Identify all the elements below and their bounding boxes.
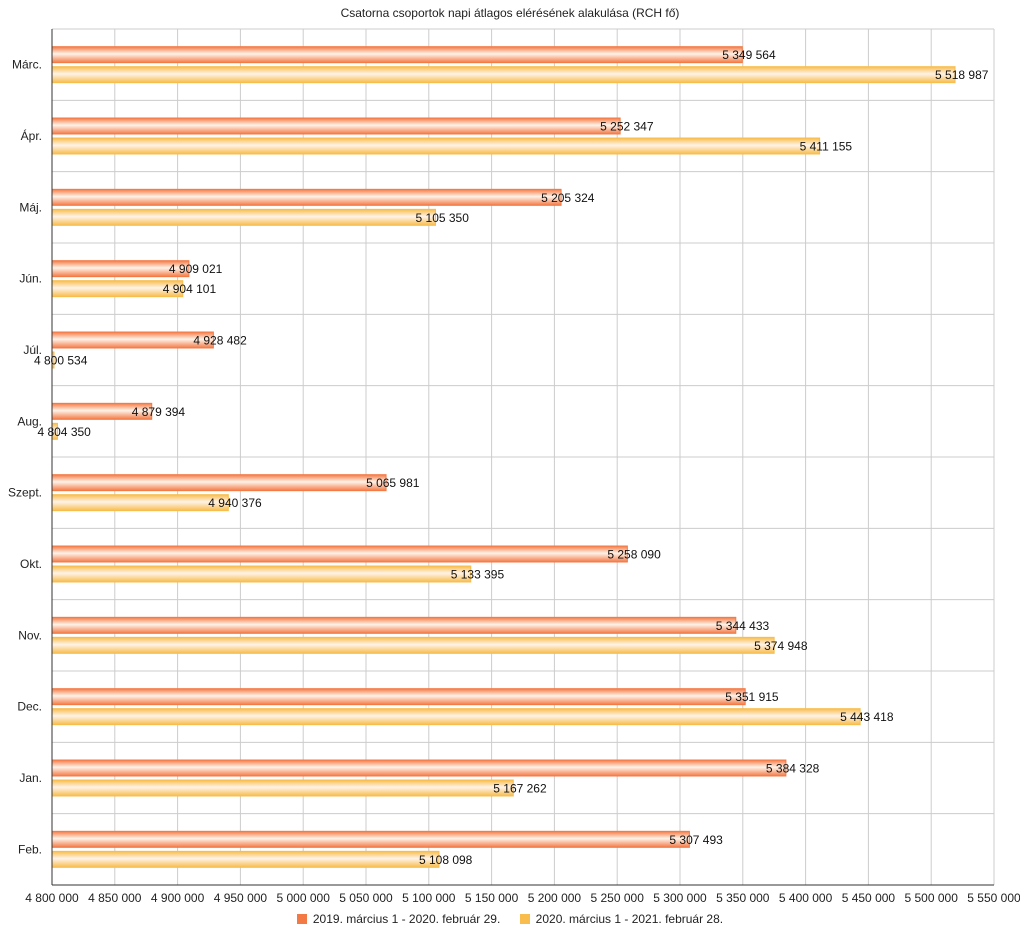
data-label-series-2: 5 374 948 [754,639,808,653]
x-tick-label: 5 450 000 [842,891,896,905]
data-label-series-1: 5 349 564 [722,48,776,62]
category-label: Ápr. [21,128,42,143]
bar-series-1[interactable] [51,331,214,349]
data-label-series-2: 5 518 987 [935,68,989,82]
data-label-series-2: 5 443 418 [840,710,894,724]
grid-lines [51,28,995,886]
category-label: Szept. [8,486,42,500]
data-label-series-1: 5 307 493 [669,833,723,847]
x-tick-label: 5 100 000 [402,891,456,905]
data-label-series-2: 4 804 350 [37,425,91,439]
legend-swatch-series-1 [296,914,307,924]
bar-series-1[interactable] [51,46,743,64]
data-labels: 5 349 564 5 518 987 5 252 347 5 411 155 5 20… [34,48,989,867]
category-label: Aug. [17,414,42,428]
bar-series-2[interactable] [51,208,437,226]
category-label: Júl. [23,343,42,357]
x-tick-label: 5 050 000 [339,891,393,905]
category-label: Máj. [19,200,42,214]
data-label-series-1: 5 351 915 [725,690,779,704]
category-label: Dec. [17,700,42,714]
x-tick-label: 5 200 000 [528,891,582,905]
bar-series-2[interactable] [51,565,472,583]
bar-series-2[interactable] [51,636,775,654]
axes: 4 800 000 4 850 000 4 900 000 4 950 000 5 00… [8,29,1020,905]
x-tick-label: 5 300 000 [653,891,707,905]
data-label-series-1: 5 344 433 [716,619,770,633]
category-label: Jún. [19,272,42,286]
category-label: Okt. [20,557,42,571]
data-label-series-1: 5 205 324 [541,191,595,205]
data-label-series-1: 4 928 482 [193,334,247,348]
bar-series-1[interactable] [51,474,387,492]
legend-label-series-2: 2020. március 1 - 2021. február 28. [535,912,724,926]
data-label-series-2: 5 108 098 [419,853,473,867]
x-tick-label: 5 350 000 [716,891,770,905]
data-label-series-2: 5 105 350 [416,211,470,225]
x-tick-label: 4 900 000 [151,891,205,905]
bar-series-1[interactable] [51,688,746,706]
bar-series-2[interactable] [51,66,956,84]
data-label-series-1: 5 258 090 [607,548,661,562]
x-tick-label: 5 000 000 [277,891,331,905]
data-label-series-1: 4 879 394 [132,405,186,419]
data-label-series-1: 5 252 347 [600,120,654,134]
x-tick-label: 5 550 000 [967,891,1020,905]
bar-series-2[interactable] [51,494,229,512]
category-label: Márc. [12,58,42,72]
legend: 2019. március 1 - 2020. február 29. 2020… [0,912,1020,927]
bar-series-2[interactable] [51,708,861,726]
bar-series-2[interactable] [51,137,821,155]
chart-title: Csatorna csoportok napi átlagos elérésén… [340,6,680,20]
bar-series-1[interactable] [51,759,787,777]
x-tick-label: 5 250 000 [591,891,645,905]
legend-item-series-2[interactable]: 2020. március 1 - 2021. február 28. [519,912,724,926]
bar-chart: 4 800 000 4 850 000 4 900 000 4 950 000 5 00… [8,28,1020,905]
x-tick-label: 5 400 000 [779,891,833,905]
data-label-series-2: 5 411 155 [800,140,853,154]
bar-series-1[interactable] [51,545,628,563]
legend-item-series-1[interactable]: 2019. március 1 - 2020. február 29. [296,912,501,926]
data-label-series-1: 4 909 021 [169,262,223,276]
x-tick-label: 5 500 000 [905,891,959,905]
x-tick-label: 4 850 000 [88,891,142,905]
bar-series-2[interactable] [51,779,514,797]
bars [51,46,956,868]
bar-series-1[interactable] [51,188,562,206]
data-label-series-2: 5 167 262 [493,782,547,796]
bar-series-1[interactable] [51,117,621,135]
category-label: Jan. [19,771,42,785]
category-label: Feb. [18,842,42,856]
data-label-series-2: 5 133 395 [451,568,505,582]
x-tick-label: 5 150 000 [465,891,519,905]
bar-series-2[interactable] [51,850,440,868]
data-label-series-1: 5 384 328 [766,762,820,776]
x-tick-label: 4 950 000 [214,891,268,905]
data-label-series-1: 5 065 981 [366,476,420,490]
legend-label-series-1: 2019. március 1 - 2020. február 29. [312,912,501,926]
category-label: Nov. [18,628,42,642]
legend-swatch-series-2 [519,914,530,924]
data-label-series-2: 4 904 101 [163,282,217,296]
x-tick-label: 4 800 000 [25,891,79,905]
data-label-series-2: 4 800 534 [34,354,88,368]
data-label-series-2: 4 940 376 [208,496,262,510]
bar-series-1[interactable] [51,830,690,848]
bar-series-1[interactable] [51,616,737,634]
